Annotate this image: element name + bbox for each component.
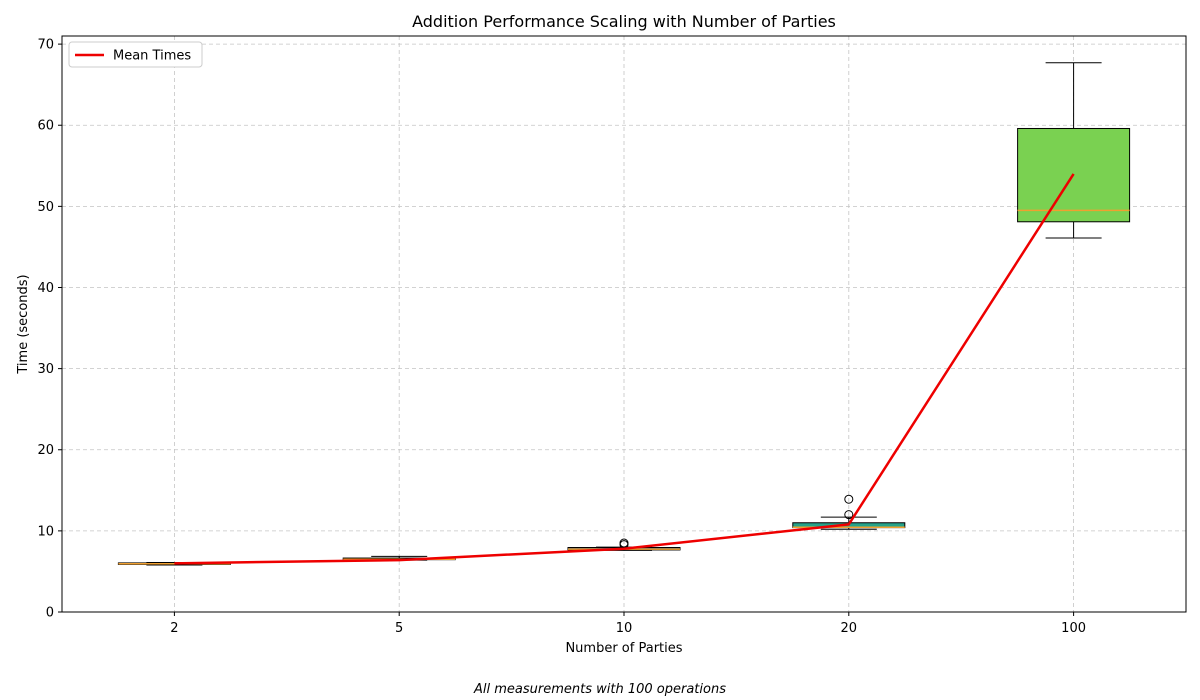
chart-title: Addition Performance Scaling with Number… [412,12,836,31]
y-axis-label: Time (seconds) [16,274,31,374]
y-tick-label: 50 [37,200,54,215]
x-tick-label: 10 [616,621,633,636]
x-axis-label: Number of Parties [565,641,682,656]
y-tick-label: 0 [46,606,54,621]
x-tick-label: 2 [170,621,178,636]
mean-times-line [174,173,1075,565]
outlier-point [844,510,854,520]
outlier-point [619,538,629,548]
y-tick-label: 20 [37,443,54,458]
x-tick-label: 20 [841,621,858,636]
y-tick-label: 60 [37,119,54,134]
y-tick-label: 40 [37,281,54,296]
box-100 [1017,62,1131,239]
legend-box [68,41,203,68]
legend: Mean Times [68,41,203,68]
axes: 0 10 20 30 40 50 60 70 2 5 10 20 100 [37,38,1086,636]
y-tick-label: 70 [37,38,54,53]
legend-label-mean-times: Mean Times [113,49,191,64]
footnote: All measurements with 100 operations [473,682,726,697]
grid-lines [62,36,1186,613]
y-tick-label: 10 [37,524,54,539]
box-series [117,62,1131,566]
x-tick-label: 100 [1061,621,1086,636]
outlier-point [844,494,854,504]
y-tick-label: 30 [37,362,54,377]
x-tick-label: 5 [395,621,403,636]
mean-line-series [174,173,1075,565]
